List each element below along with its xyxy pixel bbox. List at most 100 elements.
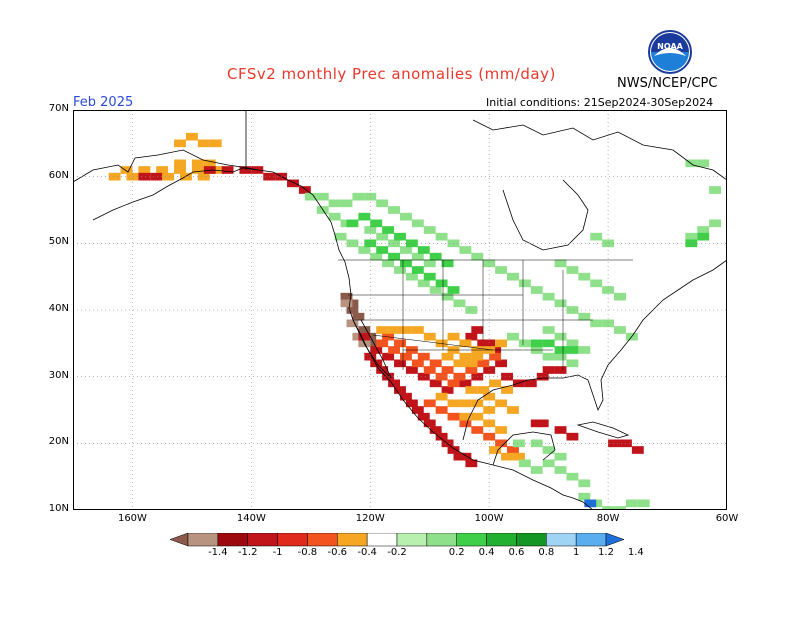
mexico-orange-cell	[400, 326, 412, 334]
logo-text: NOAA	[657, 42, 683, 51]
pacific-nw-green-cell	[328, 199, 341, 208]
southwest-orangered-cell	[489, 352, 502, 361]
southwest-orangered-cell	[507, 446, 519, 454]
pacific-nw-green-cell	[483, 259, 496, 268]
colorbar-tick-label: 0.2	[448, 547, 465, 558]
pacific-nw-green-cell	[400, 212, 412, 221]
mexico-orange-cell	[459, 339, 472, 348]
southwest-red-cell	[554, 426, 567, 434]
central-america-green-cell	[602, 506, 615, 510]
colorbar-swatch	[456, 533, 487, 547]
colorbar-left-arrow	[170, 533, 189, 547]
alaska-panhandle-red-cell	[239, 166, 252, 174]
longitude-label: 140W	[236, 513, 266, 524]
west-coast-brown-cell	[346, 306, 359, 314]
southwest-red-cell	[536, 419, 549, 428]
pacific-nw-green-cell	[411, 219, 424, 228]
latitude-label: 40N	[48, 303, 69, 314]
pacific-nw-green-cell	[566, 359, 579, 368]
southwest-red-cell	[382, 352, 395, 361]
pacific-nw-green-cell	[358, 246, 371, 254]
mexico-orange-cell	[423, 332, 436, 341]
pacific-nw-green-cell	[602, 239, 615, 248]
chart-title: CFSv2 monthly Prec anomalies (mm/day)	[227, 65, 556, 83]
state-borders	[338, 259, 633, 370]
central-america-green-cell	[554, 452, 567, 461]
southwest-red-cell	[459, 379, 472, 388]
colorbar-swatch	[396, 533, 428, 547]
pacific-nw-green-cell	[590, 232, 603, 241]
colorbar-swatch	[307, 533, 338, 547]
alaska-coastline	[92, 167, 259, 221]
pacific-nw-green-cell	[578, 312, 591, 321]
alaska-south-coast-cell	[126, 172, 139, 181]
pacific-nw-green-cell	[364, 226, 377, 234]
pacific-nw-green-cell	[435, 232, 448, 241]
pacific-nw-green-cell	[614, 326, 626, 334]
colorbar-tick-label: -0.2	[387, 547, 407, 558]
initial-conditions: Initial conditions: 21Sep2024-30Sep2024	[486, 96, 714, 109]
pacific-nw-midgreen-cell	[417, 246, 430, 254]
alaska-south-coast-cell	[120, 166, 133, 174]
pacific-nw-green-cell	[394, 266, 406, 274]
pacific-nw-green-cell	[542, 326, 555, 334]
southwest-orangered-cell	[441, 366, 454, 374]
southwest-red-cell	[631, 446, 644, 454]
mexico-orange-cell	[459, 352, 472, 361]
mexico-orange-cell	[471, 399, 484, 408]
colorbar-right-arrow	[605, 533, 625, 547]
pacific-nw-green-cell	[566, 306, 579, 314]
colorbar-tick-label: 0.6	[508, 547, 525, 558]
latitude-label: 20N	[48, 436, 69, 448]
mexico-orange-cell	[495, 339, 508, 348]
pacific-nw-green-cell	[566, 266, 579, 274]
pacific-nw-green-cell	[554, 259, 567, 268]
central-america-green-cell	[542, 446, 555, 454]
colorbar-swatch	[546, 533, 577, 547]
pacific-nw-green-cell	[709, 219, 722, 228]
central-america-green-cell	[566, 472, 579, 481]
pacific-nw-green-cell	[400, 246, 412, 254]
mexico-orange-cell	[459, 412, 472, 421]
pacific-nw-green-cell	[542, 352, 555, 361]
southwest-red-cell	[453, 452, 466, 461]
southwest-red-cell	[483, 339, 496, 348]
southwest-red-cell	[429, 379, 442, 388]
west-coast-lightbrown-cell	[340, 299, 353, 308]
southwest-red-cell	[423, 419, 436, 428]
mexico-orange-cell	[489, 446, 502, 454]
southwest-orangered-cell	[471, 426, 484, 434]
colorbar	[170, 533, 625, 547]
colorbar-swatch	[516, 533, 547, 547]
pacific-nw-midgreen-cell	[405, 239, 418, 248]
southwest-orangered-cell	[423, 399, 436, 408]
southwest-red-cell	[435, 432, 448, 441]
southwest-orangered-cell	[400, 352, 412, 361]
longitude-label: 60W	[715, 513, 739, 524]
mexico-orange-cell	[411, 326, 424, 334]
pacific-nw-midgreen-cell	[376, 246, 389, 254]
latitude-label: 30N	[48, 369, 69, 381]
mexico-orange-cell	[453, 359, 466, 368]
alaska-south-coast-cell	[162, 172, 175, 181]
pacific-nw-green-cell	[590, 279, 603, 288]
southwest-red-cell	[554, 366, 567, 374]
pacific-nw-midgreen-cell	[429, 252, 442, 261]
longitude-label: 100W	[474, 513, 504, 524]
mexico-orange-cell	[388, 326, 400, 334]
pacific-nw-midgreen-cell	[447, 286, 460, 294]
central-america-green-cell	[614, 506, 626, 510]
pacific-nw-midgreen-cell	[685, 239, 698, 248]
pacific-nw-green-cell	[376, 199, 389, 208]
longitude-label: 80W	[596, 513, 620, 524]
pacific-nw-green-cell	[423, 226, 436, 234]
alaska-panhandle-red-cell	[298, 186, 311, 194]
map-frame	[73, 110, 727, 510]
pacific-nw-green-cell	[518, 339, 531, 348]
alaska-panhandle-red-cell	[138, 172, 151, 181]
hudson-bay-coastline	[502, 179, 589, 251]
southwest-orangered-cell	[423, 366, 436, 374]
southwest-orangered-cell	[376, 339, 389, 348]
pacific-nw-green-cell	[364, 192, 377, 201]
mexico-orange-cell	[507, 406, 519, 414]
